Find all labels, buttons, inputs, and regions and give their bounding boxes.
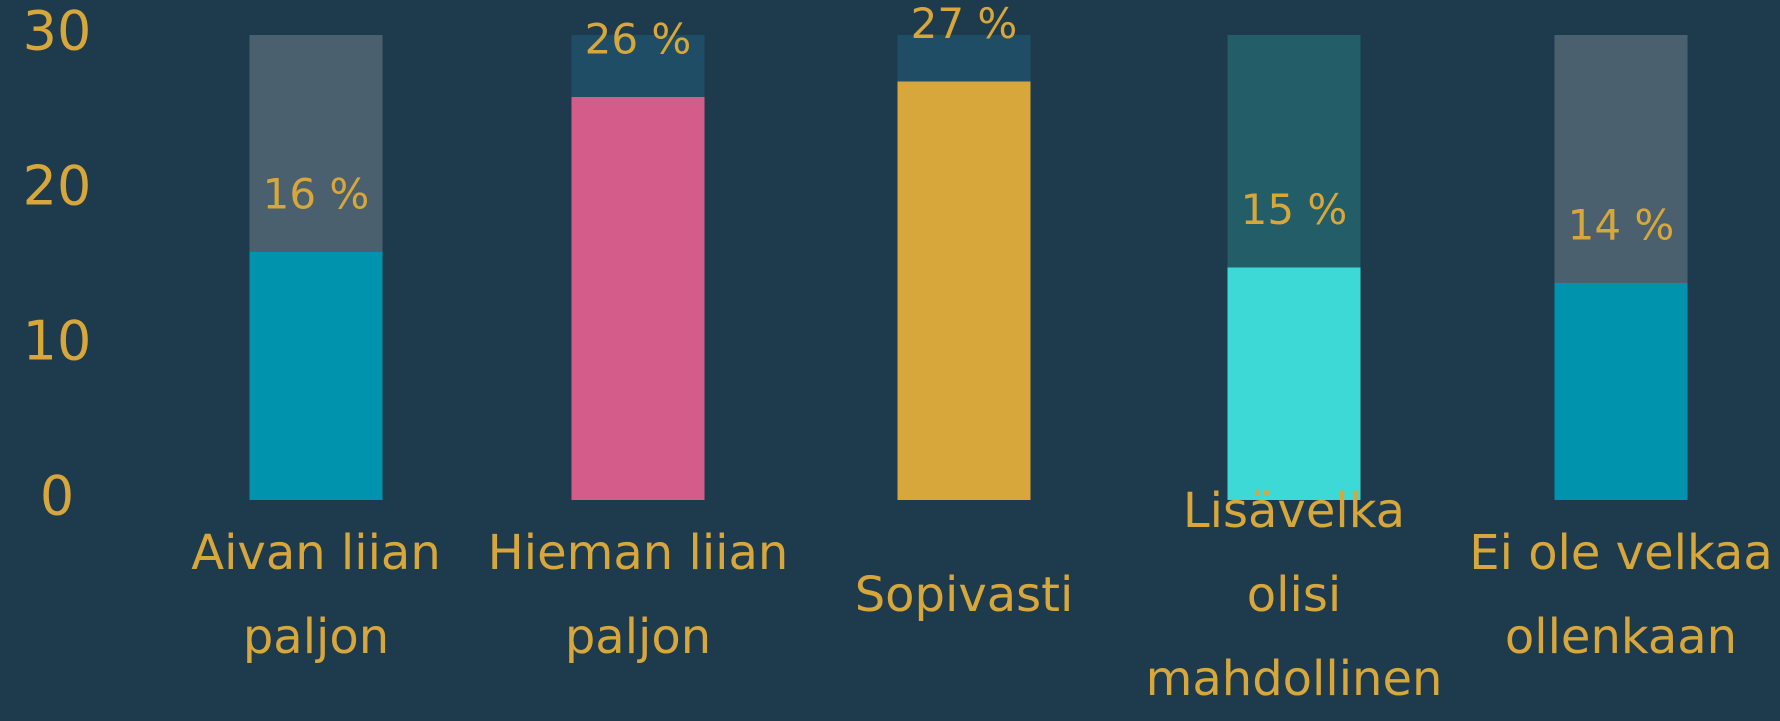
bar: [1227, 267, 1361, 500]
x-tick-label: Ei ole velkaa ollenkaan: [1469, 524, 1773, 665]
bar: [1554, 283, 1688, 500]
x-tick-label: Hieman liian paljon: [487, 524, 789, 665]
bar: [249, 252, 383, 500]
y-tick-label: 20: [23, 155, 92, 218]
y-tick-label: 0: [40, 465, 74, 528]
bar: [571, 97, 705, 500]
x-tick-label: Lisävelka olisi mahdollinen: [1145, 482, 1443, 707]
value-label: 26 %: [585, 15, 692, 64]
y-tick-label: 30: [23, 0, 92, 63]
x-tick-label: Aivan liian paljon: [191, 524, 441, 665]
x-tick-label: Sopivasti: [854, 566, 1074, 623]
value-label: 16 %: [263, 170, 370, 219]
chart: 0 10 20 30 16 % 26 % 27 % 15 % 14 %: [23, 0, 1688, 528]
value-label: 15 %: [1241, 185, 1348, 234]
y-tick-label: 10: [23, 310, 92, 373]
value-label: 14 %: [1568, 201, 1675, 250]
bar: [897, 81, 1031, 500]
value-label: 27 %: [911, 0, 1018, 48]
